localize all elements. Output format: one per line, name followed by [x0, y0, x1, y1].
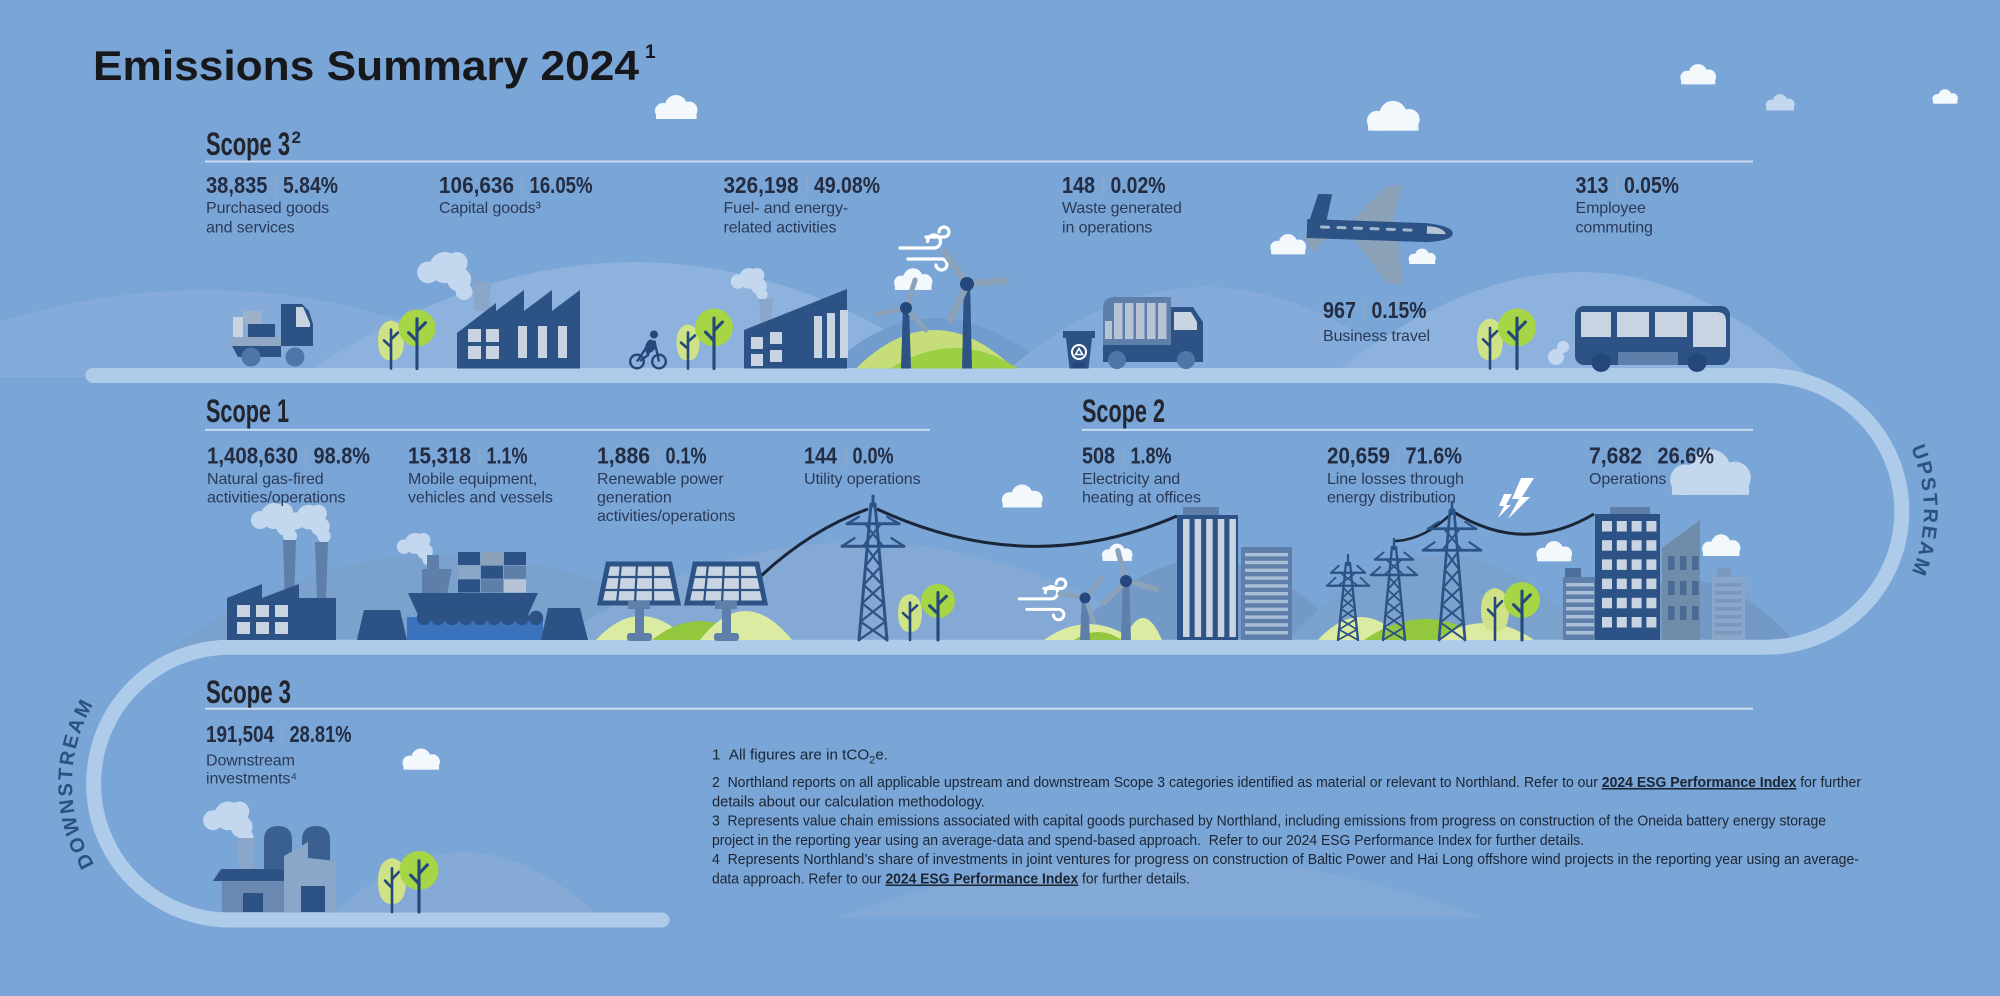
svg-text:Emissions Summary 2024: Emissions Summary 2024	[93, 42, 640, 89]
svg-text:71.6%: 71.6%	[1406, 443, 1463, 469]
svg-text:20,659: 20,659	[1327, 443, 1390, 469]
svg-text:16.05%: 16.05%	[530, 172, 593, 198]
svg-text:1.1%: 1.1%	[487, 443, 528, 469]
svg-text:heating at offices: heating at offices	[1082, 490, 1201, 507]
svg-text:0.0%: 0.0%	[853, 443, 894, 469]
svg-text:1 All figures are in tCO2e.: 1 All figures are in tCO2e.	[712, 747, 888, 767]
svg-text:15,318: 15,318	[408, 443, 471, 469]
svg-text:Operations: Operations	[1589, 471, 1666, 488]
svg-text:106,636: 106,636	[439, 172, 514, 198]
svg-text:details about our calculation: details about our calculation methodolog…	[712, 793, 985, 810]
svg-text:Mobile equipment,: Mobile equipment,	[408, 471, 537, 488]
svg-text:Employee: Employee	[1576, 200, 1647, 217]
svg-text:vehicles and vessels: vehicles and vessels	[408, 490, 553, 507]
svg-text:Utility operations: Utility operations	[804, 471, 921, 488]
svg-text:Line losses through: Line losses through	[1327, 471, 1464, 488]
svg-text:3 Represents value chain emis: 3 Represents value chain emissions assoc…	[712, 813, 1826, 830]
svg-text:activities/operations: activities/operations	[597, 508, 736, 525]
svg-text:generation: generation	[597, 490, 672, 507]
svg-text:7,682: 7,682	[1589, 443, 1642, 469]
svg-text:Business travel: Business travel	[1323, 328, 1430, 345]
svg-text:0.1%: 0.1%	[666, 443, 707, 469]
svg-text:Fuel- and energy-: Fuel- and energy-	[724, 200, 849, 217]
svg-text:0.15%: 0.15%	[1372, 297, 1427, 323]
svg-text:0.02%: 0.02%	[1111, 172, 1166, 198]
svg-text:data approach. Refer to our 20: data approach. Refer to our 2024 ESG Per…	[712, 871, 1190, 888]
svg-text:activities/operations: activities/operations	[207, 490, 346, 507]
svg-text:28.81%: 28.81%	[290, 721, 352, 747]
svg-text:Natural gas-fired: Natural gas-fired	[207, 471, 324, 488]
svg-text:4 Represents Northland’s shar: 4 Represents Northland’s share of invest…	[712, 851, 1859, 868]
svg-text:508: 508	[1082, 443, 1115, 469]
svg-text:Scope 1: Scope 1	[206, 393, 289, 429]
svg-text:Scope 3: Scope 3	[206, 126, 290, 162]
svg-text:144: 144	[804, 443, 837, 469]
svg-text:2 Northland reports on all ap: 2 Northland reports on all applicable up…	[712, 774, 1861, 791]
svg-text:Purchased goods: Purchased goods	[206, 200, 329, 217]
svg-text:Waste generated: Waste generated	[1062, 200, 1182, 217]
svg-text:related activities: related activities	[724, 220, 837, 237]
svg-text:2: 2	[292, 128, 301, 147]
svg-text:5.84%: 5.84%	[283, 172, 338, 198]
svg-text:0.05%: 0.05%	[1624, 172, 1679, 198]
svg-text:Scope 2: Scope 2	[1082, 393, 1165, 429]
svg-text:191,504: 191,504	[206, 721, 274, 747]
svg-text:148: 148	[1062, 172, 1095, 198]
svg-text:313: 313	[1576, 172, 1609, 198]
svg-text:98.8%: 98.8%	[314, 443, 371, 469]
svg-text:project in the reporting year: project in the reporting year using an a…	[712, 832, 1584, 849]
svg-text:967: 967	[1323, 297, 1356, 323]
svg-text:investments⁴: investments⁴	[206, 771, 297, 788]
svg-text:26.6%: 26.6%	[1658, 443, 1715, 469]
svg-text:49.08%: 49.08%	[814, 172, 880, 198]
svg-text:1.8%: 1.8%	[1131, 443, 1172, 469]
svg-text:and services: and services	[206, 220, 295, 237]
svg-text:1,886: 1,886	[597, 443, 650, 469]
svg-text:1,408,630: 1,408,630	[207, 443, 298, 469]
svg-text:1: 1	[645, 42, 656, 63]
svg-text:Electricity and: Electricity and	[1082, 471, 1180, 488]
svg-text:in operations: in operations	[1062, 220, 1152, 237]
svg-text:38,835: 38,835	[206, 172, 268, 198]
svg-text:Capital goods³: Capital goods³	[439, 200, 542, 217]
svg-text:commuting: commuting	[1576, 220, 1653, 237]
svg-text:energy distribution: energy distribution	[1327, 490, 1456, 507]
svg-text:326,198: 326,198	[724, 172, 799, 198]
svg-text:Downstream: Downstream	[206, 752, 295, 769]
svg-text:Renewable power: Renewable power	[597, 471, 724, 488]
svg-text:Scope 3: Scope 3	[206, 674, 291, 710]
